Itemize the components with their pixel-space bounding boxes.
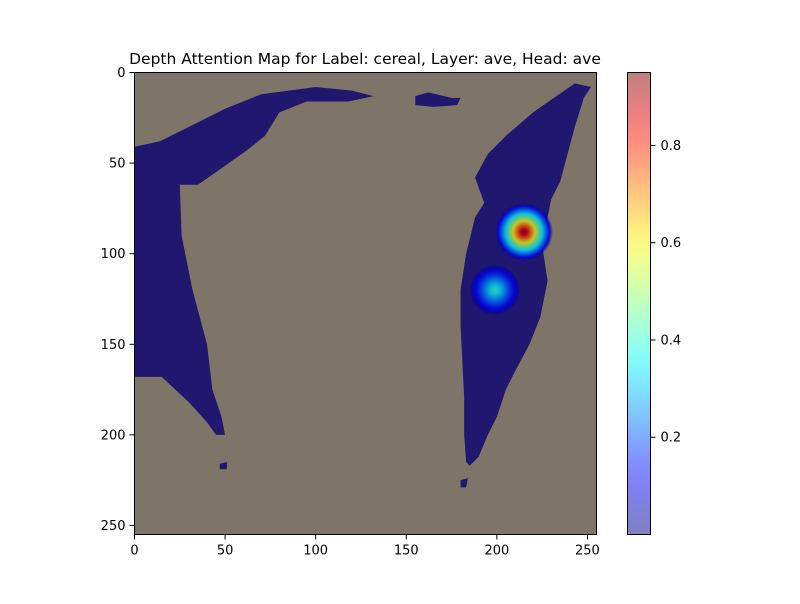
low-attention-region-1 <box>415 92 461 107</box>
low-attention-region-0 <box>134 87 374 435</box>
y-tick-label: 200 <box>101 428 126 443</box>
low-attention-region-4 <box>219 462 227 470</box>
hotspot-1 <box>469 264 521 316</box>
low-attention-region-2 <box>460 83 592 466</box>
low-attention-regions <box>134 83 592 488</box>
x-axis: 0 50 100 150 200 250 <box>130 534 600 559</box>
hotspot-0 <box>495 202 554 261</box>
y-tick-label: 250 <box>101 519 126 534</box>
x-tick-label: 250 <box>575 544 600 559</box>
y-tick-label: 0 <box>117 66 125 81</box>
colorbar: 0.2 0.4 0.6 0.8 <box>627 72 682 535</box>
x-tick-label: 100 <box>303 544 328 559</box>
y-tick-label: 150 <box>101 338 126 353</box>
plot-area <box>134 72 597 535</box>
chart-title: Depth Attention Map for Label: cereal, L… <box>129 50 601 68</box>
x-tick-label: 50 <box>217 544 234 559</box>
low-attention-region-3 <box>460 478 468 488</box>
colorbar-tick-label: 0.4 <box>661 333 682 348</box>
x-tick-label: 200 <box>484 544 509 559</box>
x-tick-label: 150 <box>394 544 419 559</box>
colorbar-gradient <box>627 72 651 535</box>
y-tick-label: 50 <box>109 157 126 172</box>
colorbar-tick-label: 0.8 <box>661 139 682 154</box>
colorbar-tick-label: 0.2 <box>661 431 682 446</box>
x-tick-label: 0 <box>130 544 138 559</box>
y-axis: 0 50 100 150 200 250 <box>101 66 135 534</box>
attention-hotspots <box>469 202 554 316</box>
colorbar-tick-label: 0.6 <box>661 236 682 251</box>
colorbar-ticks: 0.2 0.4 0.6 0.8 <box>650 139 682 446</box>
plot-frame <box>134 72 597 535</box>
y-tick-label: 100 <box>101 247 126 262</box>
